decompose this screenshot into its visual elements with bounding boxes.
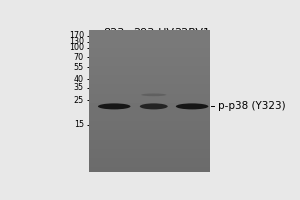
Text: 293-UV: 293-UV xyxy=(133,28,174,38)
Text: 70: 70 xyxy=(74,53,84,62)
Text: 55: 55 xyxy=(74,63,84,72)
Text: 100: 100 xyxy=(69,43,84,52)
Text: 170: 170 xyxy=(69,31,84,40)
Text: 130: 130 xyxy=(69,37,84,46)
Text: p-p38 (Y323): p-p38 (Y323) xyxy=(218,101,285,111)
Text: 15: 15 xyxy=(74,120,84,129)
Text: 823: 823 xyxy=(103,28,125,38)
Text: 40: 40 xyxy=(74,75,84,84)
Text: 25: 25 xyxy=(74,96,84,105)
Text: 35: 35 xyxy=(74,83,84,92)
Text: 22RV1: 22RV1 xyxy=(174,28,210,38)
